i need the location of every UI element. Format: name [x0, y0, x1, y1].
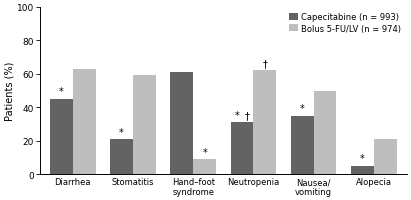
- Bar: [50, 99, 73, 174]
- Text: *: *: [360, 154, 365, 164]
- Bar: [110, 139, 133, 174]
- Bar: [374, 139, 397, 174]
- Legend: Capecitabine (n = 993), Bolus 5-FU/LV (n = 974): Capecitabine (n = 993), Bolus 5-FU/LV (n…: [288, 12, 403, 35]
- Text: *: *: [119, 127, 124, 137]
- Text: *: *: [235, 110, 240, 120]
- Text: *: *: [202, 147, 207, 157]
- Bar: [314, 91, 337, 174]
- Bar: [291, 116, 314, 174]
- Bar: [73, 69, 96, 174]
- Bar: [351, 166, 374, 174]
- Bar: [253, 71, 276, 174]
- Text: †: †: [244, 110, 249, 120]
- Bar: [133, 76, 156, 174]
- Y-axis label: Patients (%): Patients (%): [4, 62, 14, 121]
- Text: †: †: [262, 59, 267, 69]
- Text: *: *: [59, 87, 64, 97]
- Bar: [193, 159, 216, 174]
- Bar: [231, 123, 253, 174]
- Bar: [170, 73, 193, 174]
- Text: *: *: [300, 104, 305, 114]
